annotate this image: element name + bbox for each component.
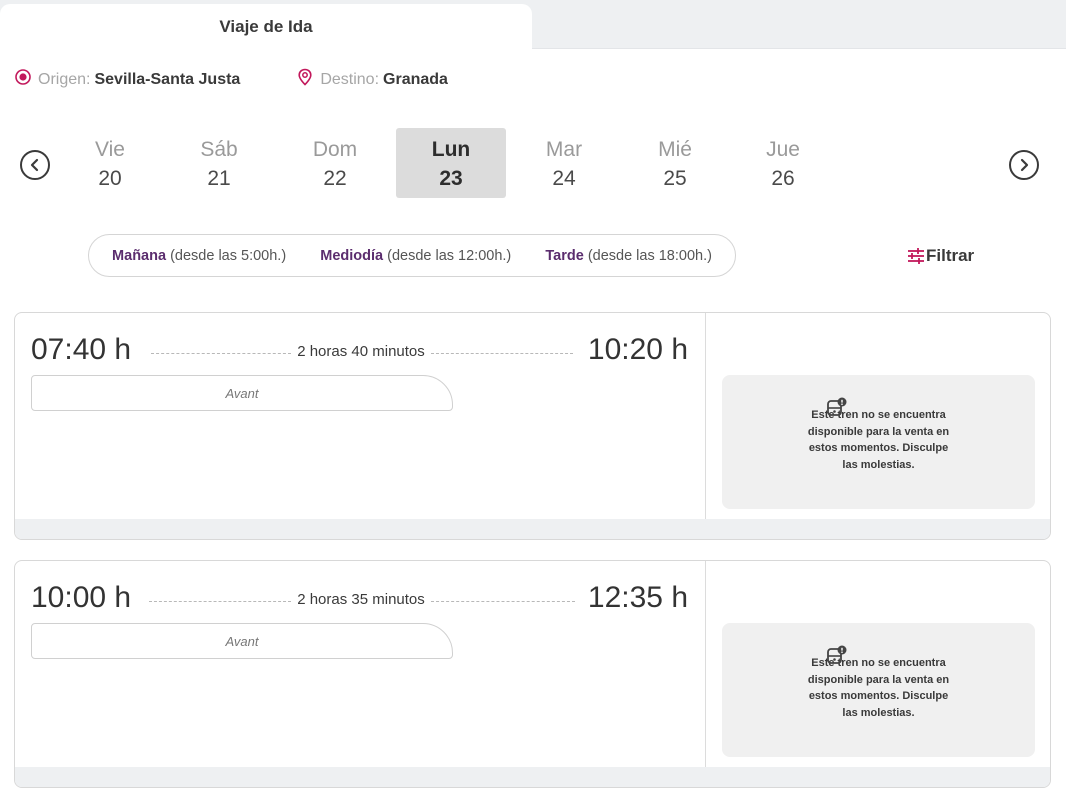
day-option[interactable]: Mar 24	[509, 128, 619, 198]
day-number: 22	[323, 167, 347, 190]
day-number: 21	[207, 167, 231, 190]
day-option[interactable]: Mié 25	[620, 128, 730, 198]
card-footer	[15, 767, 1050, 787]
day-number: 24	[552, 167, 576, 190]
day-number: 23	[439, 167, 463, 190]
destination-label: Destino:	[320, 70, 380, 88]
route-origin: Origen: Sevilla-Santa Justa	[14, 68, 240, 91]
day-option-selected[interactable]: Lun 23	[396, 128, 506, 198]
filter-detail: (desde las 18:00h.)	[587, 247, 712, 264]
train-card[interactable]: 07:40 h 2 horas 40 minutos 10:20 h Avant…	[14, 312, 1051, 540]
card-divider	[705, 313, 706, 521]
filter-button[interactable]: Filtrar	[906, 246, 974, 266]
unavailable-notice: Este tren no se encuentra disponible par…	[722, 375, 1035, 509]
target-icon	[14, 68, 32, 91]
train-card[interactable]: 10:00 h 2 horas 35 minutos 12:35 h Avant…	[14, 560, 1051, 788]
day-name: Sáb	[200, 138, 238, 161]
day-name: Mié	[658, 138, 692, 161]
day-option[interactable]: Sáb 21	[164, 128, 274, 198]
day-option[interactable]: Jue 26	[728, 128, 838, 198]
filter-label: Tarde	[545, 247, 584, 264]
unavailable-message: Este tren no se encuentra disponible par…	[807, 409, 950, 471]
filter-detail: (desde las 12:00h.)	[387, 247, 512, 264]
unavailable-notice: Este tren no se encuentra disponible par…	[722, 623, 1035, 757]
route-destination: Destino: Granada	[296, 68, 448, 91]
service-type: Avant	[31, 375, 453, 411]
tab-outbound[interactable]: Viaje de Ida	[0, 4, 532, 49]
departure-time: 07:40 h	[31, 333, 132, 366]
duration-line	[431, 601, 575, 602]
filter-midday[interactable]: Mediodía (desde las 12:00h.)	[320, 248, 511, 264]
day-name: Vie	[95, 138, 125, 161]
train-alert-icon	[826, 397, 848, 424]
card-divider	[705, 561, 706, 769]
unavailable-message: Este tren no se encuentra disponible par…	[807, 657, 950, 719]
chevron-right-icon	[1020, 158, 1029, 172]
service-type: Avant	[31, 623, 453, 659]
train-alert-icon	[826, 645, 848, 672]
filter-button-label: Filtrar	[926, 246, 975, 265]
arrival-time: 10:20 h	[587, 333, 688, 366]
day-name: Lun	[431, 138, 471, 161]
day-name: Dom	[312, 138, 358, 161]
origin-value: Sevilla-Santa Justa	[94, 70, 241, 88]
duration-line	[149, 601, 291, 602]
departure-time: 10:00 h	[31, 581, 132, 614]
next-week-button[interactable]	[1009, 150, 1039, 180]
filter-label: Mediodía	[320, 247, 384, 264]
day-option[interactable]: Vie 20	[55, 128, 165, 198]
trip-duration: 2 horas 35 minutos	[291, 591, 431, 608]
day-name: Jue	[766, 138, 800, 161]
duration-line	[431, 353, 573, 354]
time-of-day-filter: Mañana (desde las 5:00h.) Mediodía (desd…	[88, 234, 736, 277]
chevron-left-icon	[30, 158, 39, 172]
filter-afternoon[interactable]: Tarde (desde las 18:00h.)	[545, 248, 712, 264]
route-summary: Origen: Sevilla-Santa Justa Destino: Gra…	[14, 68, 504, 91]
day-option[interactable]: Dom 22	[280, 128, 390, 198]
day-name: Mar	[545, 138, 583, 161]
duration-line	[151, 353, 291, 354]
prev-week-button[interactable]	[20, 150, 50, 180]
arrival-time: 12:35 h	[587, 581, 688, 614]
day-number: 26	[771, 167, 795, 190]
origin-label: Origen:	[38, 70, 91, 88]
trip-duration: 2 horas 40 minutos	[291, 343, 431, 360]
card-footer	[15, 519, 1050, 539]
destination-value: Granada	[383, 70, 448, 88]
filter-label: Mañana	[112, 247, 167, 264]
date-selector: Vie 20 Sáb 21 Dom 22 Lun 23 Mar 24 Mié 25 Jue 2…	[0, 128, 1066, 198]
sliders-icon	[908, 248, 924, 264]
location-pin-icon	[296, 68, 314, 91]
filter-detail: (desde las 5:00h.)	[170, 247, 287, 264]
day-number: 25	[663, 167, 687, 190]
filter-morning[interactable]: Mañana (desde las 5:00h.)	[112, 248, 286, 264]
tab-bar: Viaje de Ida	[0, 0, 1066, 49]
day-number: 20	[98, 167, 122, 190]
